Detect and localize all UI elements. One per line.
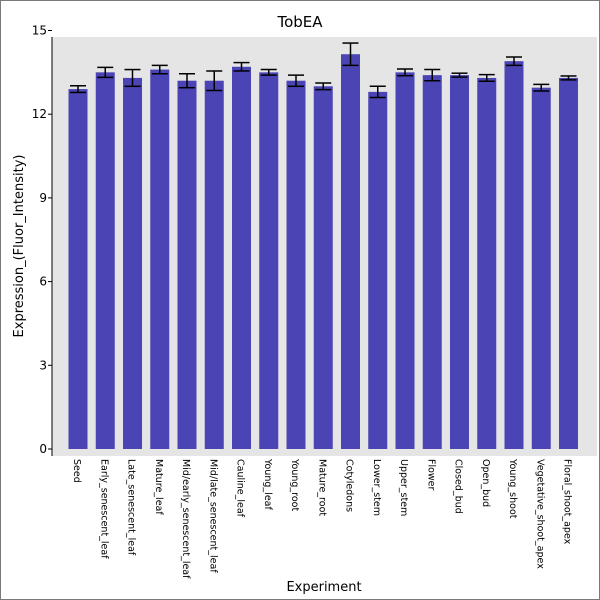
- x-tick-label: Mature_root: [316, 459, 327, 516]
- x-tick-label: Vegetative_shoot_apex: [534, 459, 545, 569]
- error-bar: [533, 83, 550, 92]
- bar-floral-shoot-apex: [559, 77, 578, 450]
- y-tick-label: 6: [39, 275, 47, 289]
- error-bar: [451, 72, 468, 78]
- bar-open-bud: [477, 77, 497, 450]
- bar-vegetative-shoot-apex: [531, 87, 551, 449]
- y-tick-label: 15: [32, 24, 47, 38]
- x-tick-label: Closed_bud: [453, 459, 464, 514]
- bar-mid-late-senescent-leaf: [204, 80, 224, 449]
- bar-seed: [68, 89, 88, 449]
- bar-mid-early-senescent-leaf: [177, 80, 197, 449]
- bar-young-root: [286, 80, 306, 449]
- error-bar: [179, 72, 195, 89]
- error-bars-layer: [70, 42, 577, 99]
- x-tick-label: Seed: [71, 459, 82, 483]
- x-axis-title: Experiment: [286, 580, 361, 595]
- error-bar: [124, 68, 141, 88]
- error-bar: [506, 56, 522, 67]
- x-tick-label: Late_senescent_leaf: [126, 459, 137, 556]
- bar-young-shoot: [504, 61, 524, 449]
- x-tick-label: Cauline_leaf: [235, 459, 246, 518]
- bar-cotyledons: [341, 54, 360, 450]
- bars-layer: [68, 54, 578, 450]
- x-tick-label: Upper_stem: [398, 459, 409, 516]
- x-tick-label: Lower_stem: [371, 459, 382, 516]
- x-tick-label: Mid/early_senescent_leaf: [180, 459, 191, 579]
- bar-young-leaf: [259, 72, 279, 449]
- bar-early-senescent-leaf: [95, 72, 115, 449]
- error-bar: [233, 61, 250, 72]
- error-bar: [369, 85, 386, 99]
- error-bar: [315, 82, 332, 91]
- bar-late-senescent-leaf: [123, 77, 142, 450]
- x-tick-label: Young_shoot: [507, 458, 518, 519]
- bar-flower: [422, 75, 442, 449]
- x-tick-label: Flower: [425, 459, 436, 491]
- y-axis-ticks: 0 3 6 9 12 15: [32, 24, 52, 456]
- chart-title: TobEA: [276, 13, 323, 31]
- y-tick-label: 0: [39, 442, 47, 456]
- y-tick-label: 3: [39, 358, 47, 372]
- error-bar: [151, 64, 168, 75]
- error-bar: [206, 70, 223, 92]
- error-bar: [478, 73, 495, 83]
- bar-upper-stem: [395, 72, 415, 449]
- x-axis-tick-labels: Seed Early_senescent_leaf Late_senescent_l…: [71, 458, 573, 579]
- bar-mature-leaf: [150, 69, 170, 449]
- error-bar: [97, 66, 114, 79]
- error-bar: [70, 84, 86, 94]
- x-tick-label: Floral_shoot_apex: [562, 459, 573, 545]
- error-bar: [560, 75, 577, 81]
- x-tick-label: Mid/late_senescent_leaf: [207, 459, 218, 573]
- x-tick-label: Young_root: [289, 458, 300, 511]
- bar-closed-bud: [450, 75, 469, 449]
- error-bar: [288, 74, 304, 88]
- error-bar: [397, 68, 413, 77]
- bar-mature-root: [313, 86, 333, 450]
- error-bar: [260, 68, 277, 76]
- y-tick-label: 12: [32, 107, 47, 121]
- x-tick-label: Young_leaf: [262, 458, 273, 510]
- x-tick-label: Open_bud: [480, 459, 491, 507]
- error-bar: [342, 42, 359, 67]
- x-tick-label: Early_senescent_leaf: [98, 459, 109, 559]
- y-axis-title: Expression_(Fluor_Intensity): [12, 155, 27, 338]
- bar-lower-stem: [368, 91, 388, 449]
- error-bar: [424, 68, 441, 82]
- y-tick-label: 9: [39, 191, 47, 205]
- x-tick-label: Cotyledons: [344, 459, 355, 512]
- bar-cauline-leaf: [232, 66, 251, 450]
- x-tick-label: Mature_leaf: [153, 459, 164, 515]
